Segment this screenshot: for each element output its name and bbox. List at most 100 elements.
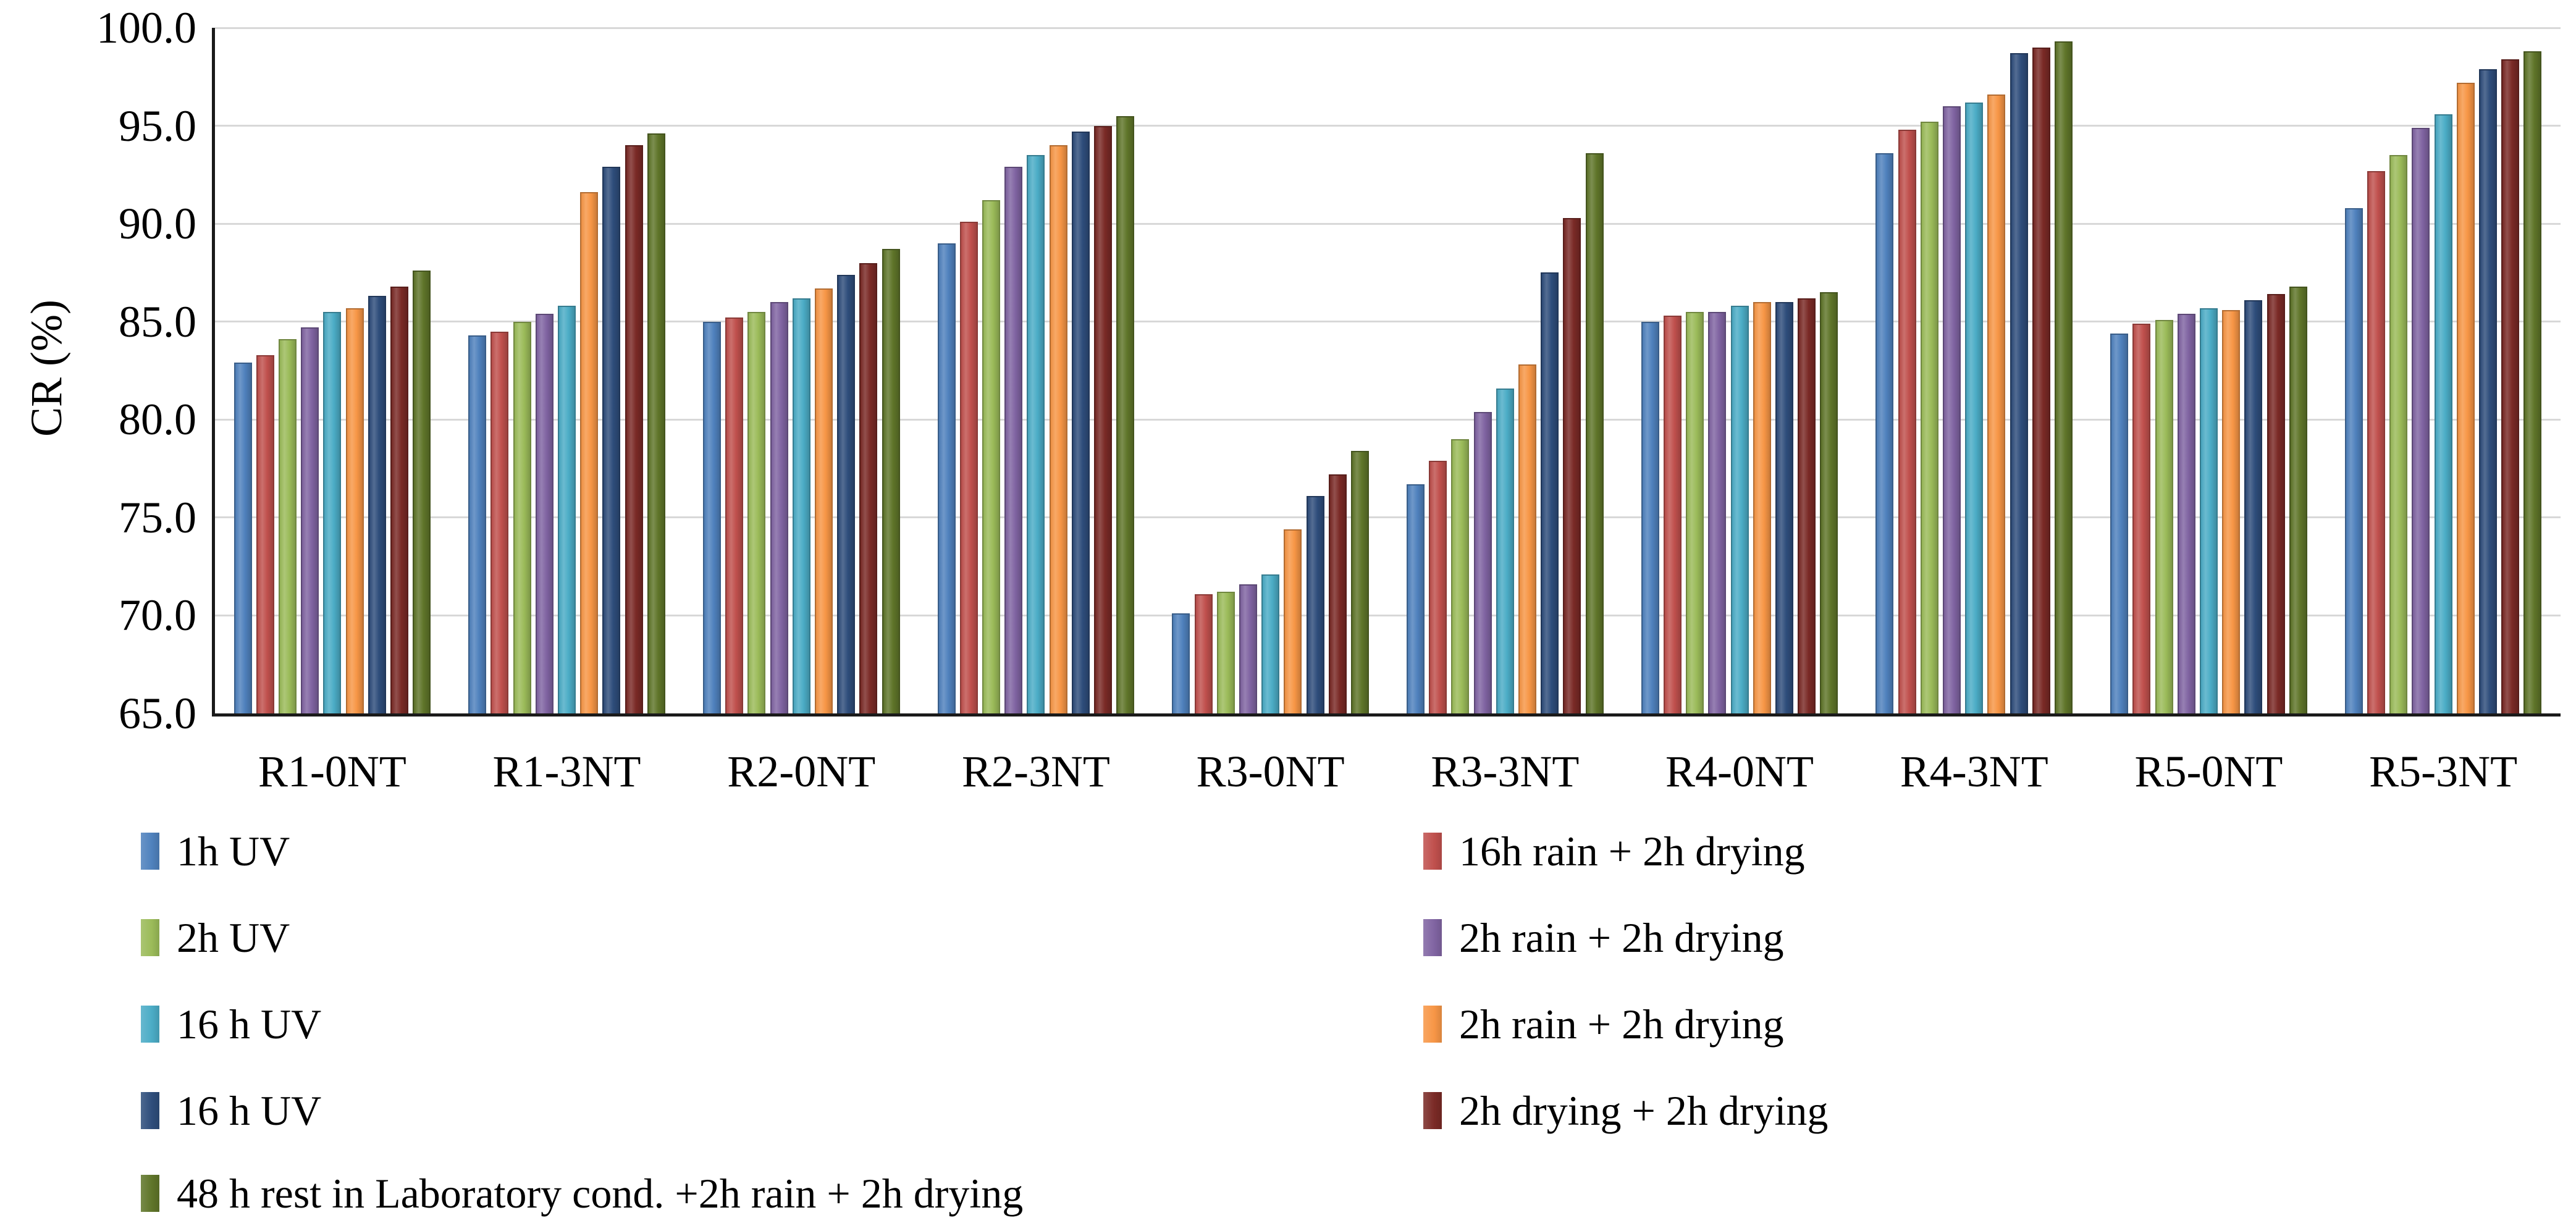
bar-R2-3NT-s3 bbox=[1004, 167, 1023, 713]
legend-item: 2h rain + 2h drying bbox=[1423, 994, 1784, 1054]
bar-R3-3NT-s7 bbox=[1563, 217, 1581, 713]
bar-R5-3NT-s2 bbox=[2389, 155, 2408, 713]
legend-swatch bbox=[1423, 1006, 1442, 1043]
legend-swatch bbox=[141, 833, 159, 870]
bar-R4-0NT-s7 bbox=[1798, 298, 1816, 713]
bar-R4-3NT-s6 bbox=[2010, 53, 2028, 713]
bar-R4-3NT-s3 bbox=[1943, 106, 1961, 713]
gridline bbox=[215, 125, 2561, 127]
bar-R2-3NT-s5 bbox=[1049, 145, 1067, 713]
bar-R1-3NT-s4 bbox=[558, 306, 576, 713]
x-axis-line bbox=[212, 713, 2561, 717]
bar-R5-3NT-s5 bbox=[2456, 82, 2475, 713]
y-tick-label: 80.0 bbox=[119, 395, 196, 445]
bar-R1-0NT-s5 bbox=[345, 308, 364, 713]
bar-R1-3NT-s0 bbox=[468, 335, 487, 713]
bar-R4-0NT-s4 bbox=[1730, 306, 1749, 713]
bar-R4-3NT-s5 bbox=[1987, 94, 2006, 713]
x-category-label: R3-3NT bbox=[1431, 747, 1580, 796]
bar-R4-0NT-s0 bbox=[1641, 321, 1659, 713]
bar-R2-0NT-s4 bbox=[792, 298, 810, 713]
bar-R2-0NT-s0 bbox=[702, 321, 721, 713]
bar-R2-0NT-s5 bbox=[814, 288, 833, 713]
y-tick-label: 90.0 bbox=[119, 199, 196, 249]
x-category-label: R2-3NT bbox=[961, 747, 1110, 796]
bar-R3-0NT-s2 bbox=[1216, 592, 1235, 713]
legend-label: 2h UV bbox=[177, 914, 290, 961]
legend-label: 16 h UV bbox=[177, 1087, 322, 1134]
bar-R3-0NT-s8 bbox=[1350, 451, 1369, 713]
bar-R4-0NT-s2 bbox=[1686, 311, 1704, 713]
gridline bbox=[215, 614, 2561, 616]
bar-R2-0NT-s1 bbox=[725, 317, 744, 713]
x-category-label: R3-0NT bbox=[1196, 747, 1345, 796]
legend-label: 16 h UV bbox=[177, 1001, 322, 1048]
bar-R3-3NT-s8 bbox=[1585, 153, 1604, 713]
bar-R2-0NT-s2 bbox=[747, 311, 766, 713]
bar-R5-0NT-s2 bbox=[2155, 319, 2173, 713]
bar-R1-0NT-s4 bbox=[323, 311, 342, 713]
y-tick-label: 95.0 bbox=[119, 101, 196, 151]
bar-R1-3NT-s8 bbox=[647, 133, 665, 713]
legend-item: 2h drying + 2h drying bbox=[1423, 1081, 1828, 1140]
bar-R2-0NT-s3 bbox=[770, 302, 788, 713]
gridline bbox=[215, 321, 2561, 323]
bar-R4-3NT-s4 bbox=[1965, 102, 1984, 713]
y-tick-label: 75.0 bbox=[119, 492, 196, 542]
bar-R5-0NT-s0 bbox=[2110, 333, 2129, 713]
bar-R5-0NT-s3 bbox=[2177, 314, 2195, 713]
bar-R2-3NT-s1 bbox=[959, 221, 978, 713]
bar-R1-3NT-s3 bbox=[535, 314, 554, 713]
bar-R1-3NT-s6 bbox=[602, 167, 621, 713]
bar-R5-3NT-s4 bbox=[2434, 114, 2452, 713]
bar-R4-3NT-s1 bbox=[1898, 129, 1916, 713]
bar-R4-0NT-s1 bbox=[1663, 316, 1682, 713]
bar-R4-0NT-s8 bbox=[1820, 292, 1838, 713]
x-category-label: R5-3NT bbox=[2369, 747, 2518, 796]
legend-item: 1h UV bbox=[141, 822, 290, 881]
bar-R5-0NT-s7 bbox=[2267, 294, 2285, 713]
bar-R3-0NT-s4 bbox=[1261, 574, 1280, 713]
bar-R1-0NT-s8 bbox=[413, 271, 431, 713]
bar-R5-0NT-s6 bbox=[2244, 300, 2263, 713]
legend-item: 2h UV bbox=[141, 908, 290, 967]
gridline bbox=[215, 516, 2561, 519]
legend-label: 16h rain + 2h drying bbox=[1459, 828, 1805, 875]
bar-R2-3NT-s6 bbox=[1071, 132, 1090, 713]
bar-R3-0NT-s1 bbox=[1194, 594, 1213, 713]
bar-R4-3NT-s7 bbox=[2032, 47, 2050, 713]
bar-R3-0NT-s7 bbox=[1328, 474, 1347, 713]
legend-swatch bbox=[141, 919, 159, 956]
legend-item: 48 h rest in Laboratory cond. +2h rain +… bbox=[141, 1164, 1023, 1223]
legend-label: 1h UV bbox=[177, 828, 290, 875]
bar-R3-0NT-s5 bbox=[1284, 529, 1302, 713]
legend-item: 16 h UV bbox=[141, 1081, 321, 1140]
bar-R2-3NT-s0 bbox=[937, 243, 956, 713]
bar-R5-3NT-s8 bbox=[2523, 51, 2542, 713]
bar-R2-0NT-s6 bbox=[837, 274, 856, 713]
bar-R4-3NT-s0 bbox=[1875, 153, 1894, 713]
bar-R4-3NT-s8 bbox=[2055, 41, 2073, 713]
bar-R5-0NT-s4 bbox=[2199, 308, 2218, 713]
y-tick-label: 100.0 bbox=[96, 3, 196, 53]
bar-R3-0NT-s3 bbox=[1239, 584, 1257, 713]
bar-R3-3NT-s0 bbox=[1407, 484, 1425, 713]
bar-R3-3NT-s4 bbox=[1496, 388, 1514, 713]
legend-item: 16h rain + 2h drying bbox=[1423, 822, 1805, 881]
bar-R2-3NT-s2 bbox=[982, 200, 1001, 713]
bar-R2-0NT-s8 bbox=[882, 249, 900, 713]
bar-R2-3NT-s7 bbox=[1094, 125, 1113, 713]
bar-R3-3NT-s2 bbox=[1451, 439, 1470, 713]
bar-R1-3NT-s5 bbox=[580, 192, 599, 713]
gridline bbox=[215, 27, 2561, 29]
bar-R5-0NT-s1 bbox=[2132, 323, 2151, 713]
bar-R3-3NT-s3 bbox=[1473, 411, 1492, 713]
legend-swatch bbox=[1423, 1092, 1442, 1129]
legend-swatch bbox=[1423, 833, 1442, 870]
legend-swatch bbox=[141, 1092, 159, 1129]
legend-label: 2h rain + 2h drying bbox=[1459, 914, 1784, 961]
bar-R5-3NT-s3 bbox=[2412, 127, 2430, 713]
x-category-label: R5-0NT bbox=[2134, 747, 2283, 796]
bar-R5-3NT-s0 bbox=[2344, 208, 2363, 713]
legend-label: 48 h rest in Laboratory cond. +2h rain +… bbox=[177, 1170, 1024, 1217]
